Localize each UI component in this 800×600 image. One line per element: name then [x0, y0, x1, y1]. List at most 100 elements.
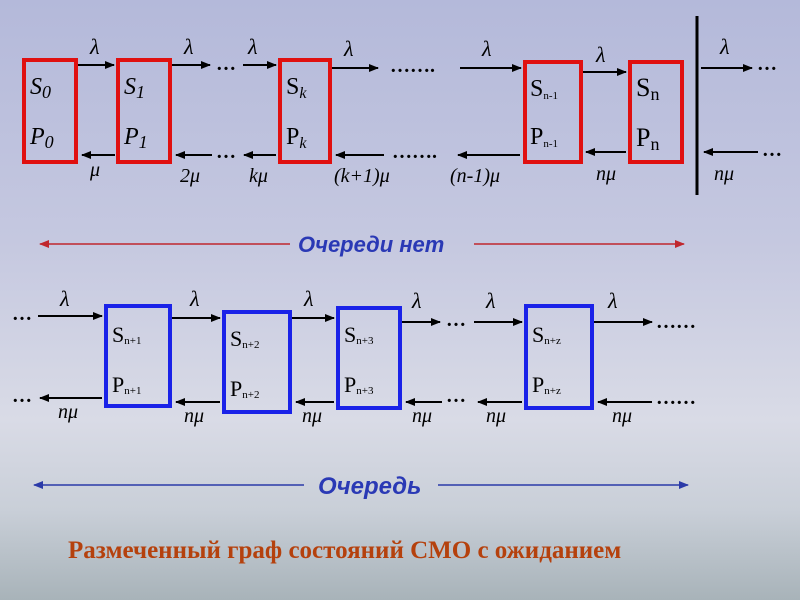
ellipsis: …	[446, 385, 466, 407]
state-symbol: S	[30, 74, 42, 100]
state-subscript: n+2	[242, 339, 259, 351]
lambda-label: λ	[183, 34, 194, 59]
prob-symbol: P	[286, 124, 299, 150]
bottom-lambda-labels: λ λ λ λ λ λ	[59, 286, 618, 313]
prob-subscript: n	[650, 134, 659, 154]
lambda-label: λ	[607, 288, 618, 313]
prob-subscript: 0	[45, 132, 54, 152]
n-mu-label: nμ	[486, 405, 506, 427]
svg-text:S0: S0	[30, 74, 51, 102]
state-box-sn: Sn Pn	[628, 60, 684, 164]
n-mu-label: nμ	[412, 405, 432, 427]
ellipsis: …	[757, 53, 777, 75]
state-symbol: S	[230, 326, 242, 351]
prob-symbol: P	[344, 372, 356, 397]
prob-subscript: k	[299, 135, 307, 152]
lambda-label: λ	[595, 42, 606, 67]
state-symbol: S	[344, 322, 356, 347]
bottom-forward-arrows	[38, 312, 653, 326]
bottom-nmu-labels: nμ nμ nμ nμ nμ nμ	[58, 401, 632, 427]
state-symbol: S	[636, 73, 650, 102]
lambda-label: λ	[343, 36, 354, 61]
prob-subscript: n-1	[543, 138, 558, 150]
svg-text:Pn-1: Pn-1	[530, 124, 558, 150]
lambda-label: λ	[719, 34, 730, 59]
state-box-sn+z: Sn+z Pn+z	[524, 304, 594, 410]
lambda-label: λ	[411, 288, 422, 313]
mu-label: μ	[89, 159, 100, 181]
lambda-label: λ	[485, 288, 496, 313]
mu-label: nμ	[596, 163, 616, 185]
svg-text:Sn-1: Sn-1	[530, 76, 558, 102]
n-mu-label: nμ	[302, 405, 322, 427]
prob-symbol: P	[29, 124, 45, 150]
ellipsis: …….	[390, 55, 435, 77]
svg-text:Sn: Sn	[636, 73, 659, 104]
queue-span: Очередь	[33, 473, 689, 500]
state-box-sn+3: Sn+3 Pn+3	[336, 306, 402, 410]
prob-symbol: P	[532, 372, 544, 397]
bottom-backward-arrows	[39, 394, 652, 406]
state-subscript: n+3	[356, 335, 374, 347]
mu-label: kμ	[249, 165, 268, 187]
svg-text:Pn+2: Pn+2	[230, 376, 259, 401]
ellipsis: ……	[656, 387, 696, 409]
svg-text:Sk: Sk	[286, 74, 307, 102]
lambda-label: λ	[89, 34, 100, 59]
svg-text:Sn+3: Sn+3	[344, 322, 374, 347]
state-box-s1: S1 P1	[116, 58, 172, 164]
ellipsis: …	[446, 309, 466, 331]
svg-text:P1: P1	[123, 124, 148, 152]
prob-subscript: n+3	[356, 385, 374, 397]
ellipsis: …	[216, 53, 236, 75]
svg-text:Pk: Pk	[286, 124, 307, 152]
ellipsis: …	[12, 303, 32, 325]
prob-subscript: n+1	[124, 385, 141, 397]
prob-symbol: P	[123, 124, 139, 150]
lambda-label: λ	[303, 286, 314, 311]
bottom-ellipses: … … … … …… ……	[12, 303, 696, 409]
svg-text:S1: S1	[124, 74, 145, 102]
state-box-sn-1: Sn-1 Pn-1	[523, 60, 583, 164]
top-ellipses: … … ……. ……. … …	[216, 53, 782, 163]
no-queue-caption: Очереди нет	[298, 232, 444, 257]
top-mu-labels: μ 2μ kμ (k+1)μ (n-1)μ nμ nμ	[89, 159, 734, 187]
lambda-label: λ	[59, 286, 70, 311]
ellipsis: …	[216, 141, 236, 163]
state-subscript: k	[299, 85, 307, 102]
n-mu-label: nμ	[612, 405, 632, 427]
state-subscript: 1	[136, 82, 145, 102]
prob-symbol: P	[230, 376, 242, 401]
mu-label: nμ	[714, 163, 734, 185]
svg-text:Pn+1: Pn+1	[112, 372, 141, 397]
state-symbol: S	[112, 322, 124, 347]
svg-text:Sn+1: Sn+1	[112, 322, 141, 347]
mu-label: (n-1)μ	[450, 165, 500, 187]
mu-label: 2μ	[180, 165, 200, 187]
lambda-label: λ	[247, 34, 258, 59]
state-subscript: n+z	[544, 335, 561, 347]
state-subscript: n-1	[543, 90, 558, 102]
prob-subscript: n+z	[544, 385, 561, 397]
top-forward-arrows	[78, 61, 753, 76]
top-lambda-labels: λ λ λ λ λ λ λ	[89, 34, 730, 67]
state-subscript: n	[650, 84, 659, 104]
prob-symbol: P	[530, 124, 543, 150]
svg-text:Pn+3: Pn+3	[344, 372, 374, 397]
state-box-s0: S0 P0	[22, 58, 78, 164]
prob-symbol: P	[112, 372, 124, 397]
svg-text:Sn+2: Sn+2	[230, 326, 259, 351]
no-queue-span: Очереди нет	[39, 232, 685, 257]
ellipsis: …	[12, 385, 32, 407]
svg-text:Sn+z: Sn+z	[532, 322, 561, 347]
state-symbol: S	[530, 76, 543, 102]
ellipsis: …	[762, 139, 782, 161]
state-subscript: 0	[42, 82, 51, 102]
n-mu-label: nμ	[58, 401, 78, 423]
state-symbol: S	[286, 74, 299, 100]
ellipsis: …….	[392, 141, 437, 163]
queue-caption: Очередь	[318, 473, 421, 500]
slide-title: Размеченный граф состояний СМО с ожидани…	[68, 537, 621, 564]
state-subscript: n+1	[124, 335, 141, 347]
